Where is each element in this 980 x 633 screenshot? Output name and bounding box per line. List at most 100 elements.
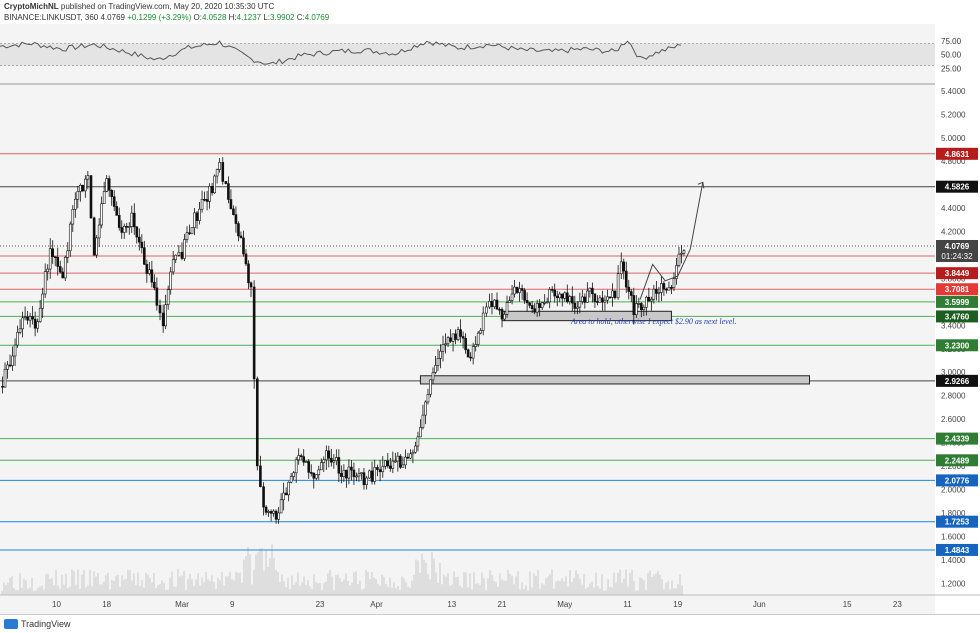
candle-body — [456, 329, 460, 340]
candle-body — [61, 271, 65, 279]
candle-body — [125, 225, 129, 228]
candle-body — [340, 472, 343, 477]
candle-body — [195, 212, 199, 221]
candle-body — [174, 254, 178, 260]
candle-body — [307, 461, 311, 473]
bar-timer-label: 01:24:32 — [941, 252, 973, 261]
candle-body — [596, 301, 599, 303]
candle-body — [302, 456, 306, 463]
candle-body — [81, 184, 85, 192]
candle-body — [244, 253, 248, 265]
candle-body — [629, 291, 633, 296]
candle-body — [459, 329, 462, 337]
y-tick-label: 5.0000 — [941, 134, 966, 143]
candle-body — [650, 298, 653, 302]
candle-body — [347, 466, 351, 479]
candle-body — [538, 303, 541, 308]
candle-body — [135, 226, 139, 238]
x-tick-label: 11 — [623, 600, 632, 609]
candle-body — [436, 358, 440, 366]
candle-body — [76, 191, 80, 200]
candle-body — [471, 346, 475, 359]
candle-body — [110, 190, 113, 198]
candle-body — [632, 295, 636, 316]
current-price-label-bg — [936, 239, 978, 262]
candle-body — [309, 472, 313, 474]
price-change: +0.1299 (+3.29%) — [127, 13, 192, 22]
candle-body — [431, 372, 435, 381]
candle-body — [568, 296, 572, 302]
candle-body — [601, 297, 604, 303]
candle-body — [573, 302, 577, 309]
footer-brand[interactable]: TradingView — [21, 619, 71, 629]
candle-body — [264, 506, 268, 513]
candle-body — [327, 450, 331, 459]
candle-body — [383, 460, 387, 467]
candle-body — [439, 350, 442, 359]
candle-body — [224, 181, 228, 184]
candle-body — [102, 191, 106, 205]
candle-body — [16, 332, 19, 346]
candle-body — [272, 510, 275, 514]
y-tick-label: 4.8000 — [941, 157, 966, 166]
candle-body — [95, 237, 98, 256]
candle-body — [640, 303, 643, 311]
candle-body — [493, 299, 496, 307]
level-label-bg — [936, 180, 978, 193]
y-tick-label: 1.6000 — [941, 532, 966, 541]
level-price-label: 2.0776 — [945, 476, 970, 485]
candle-body — [143, 247, 146, 265]
candle-body — [381, 466, 385, 473]
candle-body — [177, 251, 181, 256]
y-tick-label: 3.4000 — [941, 321, 966, 330]
candle-body — [89, 175, 93, 219]
candle-body — [210, 185, 214, 194]
level-price-label: 3.2300 — [945, 341, 970, 350]
level-price-label: 3.7081 — [945, 285, 970, 294]
candle-body — [591, 287, 594, 295]
current-price-label: 4.0769 — [945, 242, 970, 251]
candle-body — [237, 223, 240, 237]
level-label-bg — [936, 283, 978, 296]
level-price-label: 1.7253 — [945, 518, 970, 527]
candle-body — [510, 293, 514, 301]
candle-body — [342, 469, 346, 477]
candle-body — [58, 266, 62, 273]
candle-body — [221, 162, 225, 182]
rsi-band — [0, 43, 935, 66]
candle-body — [28, 316, 32, 321]
y-tick-label: 2.8000 — [941, 392, 966, 401]
candle-body — [63, 257, 67, 279]
candle-body — [386, 460, 390, 467]
candle-body — [500, 309, 504, 320]
candle-body — [360, 472, 363, 475]
candle-body — [229, 199, 233, 210]
candle-body — [269, 511, 273, 514]
candle-body — [508, 300, 511, 303]
candle-body — [581, 296, 584, 302]
candle-body — [670, 287, 673, 289]
level-label-bg — [936, 295, 978, 308]
tradingview-logo-icon[interactable] — [4, 619, 18, 629]
candle-body — [593, 293, 597, 302]
candle-body — [637, 303, 641, 305]
candle-body — [545, 301, 549, 304]
candle-body — [274, 510, 278, 520]
candle-body — [616, 273, 620, 299]
level-price-label: 4.8631 — [945, 150, 970, 159]
forecast-arrowhead — [697, 181, 705, 189]
candle-body — [485, 306, 488, 314]
candle-body — [535, 303, 539, 313]
candle-body — [21, 317, 24, 330]
candle-body — [479, 330, 482, 334]
candle-body — [520, 288, 524, 291]
price-chart[interactable]: 75.0050.0025.005.40005.20005.00004.80004… — [0, 24, 980, 614]
level-price-label: 2.9266 — [945, 377, 970, 386]
publisher-name[interactable]: CryptoMichNL — [4, 2, 59, 11]
candle-body — [130, 212, 134, 227]
symbol: BINANCE:LINKUSDT, 360 — [4, 13, 99, 22]
candle-body — [660, 283, 663, 293]
candle-body — [523, 290, 526, 301]
candle-body — [180, 251, 184, 259]
level-label-bg — [936, 147, 978, 160]
